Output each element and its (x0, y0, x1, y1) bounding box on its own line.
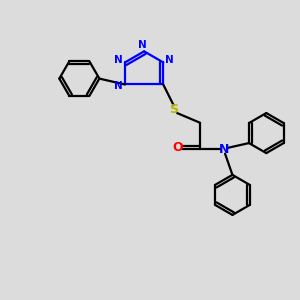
Text: S: S (169, 103, 178, 116)
Text: N: N (138, 40, 147, 50)
Text: N: N (114, 81, 123, 91)
Text: N: N (114, 55, 123, 65)
Text: O: O (172, 141, 183, 154)
Text: N: N (218, 143, 229, 156)
Text: N: N (165, 55, 174, 65)
